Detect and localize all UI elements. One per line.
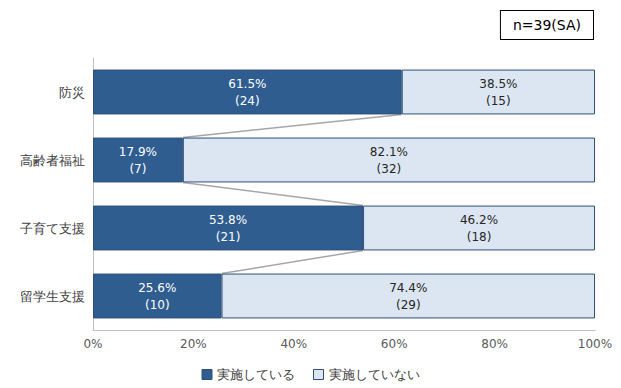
svg-text:0%: 0% [83,337,102,351]
svg-text:高齢者福祉: 高齢者福祉 [20,153,85,168]
svg-text:74.4%: 74.4% [389,281,427,295]
svg-text:82.1%: 82.1% [370,145,408,159]
svg-text:(7): (7) [129,162,146,176]
svg-text:38.5%: 38.5% [479,77,517,91]
svg-text:53.8%: 53.8% [209,213,247,227]
svg-text:実施している: 実施している [217,367,295,382]
svg-text:n=39(SA): n=39(SA) [513,17,581,33]
svg-text:(32): (32) [377,162,402,176]
svg-text:子育て支援: 子育て支援 [20,221,85,236]
svg-text:(10): (10) [145,298,170,312]
svg-text:60%: 60% [381,337,408,351]
svg-text:46.2%: 46.2% [460,213,498,227]
svg-text:100%: 100% [578,337,612,351]
svg-text:(29): (29) [396,298,421,312]
svg-text:80%: 80% [481,337,508,351]
svg-text:40%: 40% [280,337,307,351]
svg-text:留学生支援: 留学生支援 [20,289,85,304]
svg-text:(18): (18) [467,230,492,244]
svg-text:61.5%: 61.5% [228,77,266,91]
svg-text:実施していない: 実施していない [329,367,420,382]
svg-text:防災: 防災 [59,85,85,100]
svg-text:(21): (21) [216,230,241,244]
svg-text:(15): (15) [486,94,511,108]
svg-text:20%: 20% [180,337,207,351]
svg-text:(24): (24) [235,94,260,108]
svg-text:25.6%: 25.6% [138,281,176,295]
svg-text:17.9%: 17.9% [119,145,157,159]
